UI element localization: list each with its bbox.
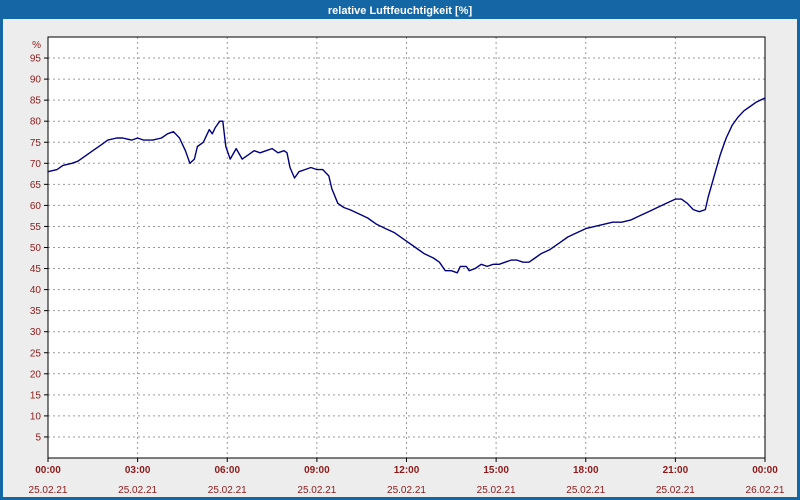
svg-text:30: 30	[30, 327, 42, 338]
svg-text:90: 90	[30, 75, 42, 86]
svg-text:25.02.21: 25.02.21	[566, 485, 605, 496]
svg-text:25.02.21: 25.02.21	[208, 485, 247, 496]
svg-text:00:00: 00:00	[752, 465, 778, 476]
svg-text:45: 45	[30, 264, 42, 275]
svg-text:25.02.21: 25.02.21	[118, 485, 157, 496]
svg-text:65: 65	[30, 180, 42, 191]
window-titlebar: relative Luftfeuchtigkeit [%]	[3, 3, 797, 19]
svg-text:00:00: 00:00	[35, 465, 61, 476]
humidity-line-chart: 5 10 15 20 25 30 35 40 45 50 55 60 65 70 75 80 85 90 95% 00…	[29, 36, 785, 496]
svg-text:40: 40	[30, 285, 42, 296]
tick-marks	[44, 57, 766, 462]
svg-text:25: 25	[30, 348, 42, 359]
chart-area: 5 10 15 20 25 30 35 40 45 50 55 60 65 70 75 80 85 90 95% 00…	[3, 19, 797, 497]
svg-text:20: 20	[30, 369, 42, 380]
svg-text:85: 85	[30, 96, 42, 107]
svg-text:5: 5	[35, 432, 41, 443]
svg-text:25.02.21: 25.02.21	[477, 485, 516, 496]
svg-text:70: 70	[30, 159, 42, 170]
svg-text:09:00: 09:00	[304, 465, 330, 476]
svg-text:60: 60	[30, 201, 42, 212]
svg-text:21:00: 21:00	[663, 465, 689, 476]
svg-text:35: 35	[30, 306, 42, 317]
x-axis-labels: 00:00 25.02.21 03:00 25.02.21 06:00 25.02.21 0…	[29, 465, 785, 496]
svg-text:25.02.21: 25.02.21	[387, 485, 426, 496]
svg-text:15:00: 15:00	[483, 465, 509, 476]
svg-text:15: 15	[30, 390, 42, 401]
svg-text:25.02.21: 25.02.21	[656, 485, 695, 496]
svg-text:25.02.21: 25.02.21	[29, 485, 68, 496]
svg-text:95: 95	[30, 54, 42, 65]
svg-text:80: 80	[30, 117, 42, 128]
gridlines	[48, 37, 765, 458]
svg-text:06:00: 06:00	[214, 465, 240, 476]
svg-text:55: 55	[30, 222, 42, 233]
svg-text:18:00: 18:00	[573, 465, 599, 476]
window-title: relative Luftfeuchtigkeit [%]	[327, 5, 473, 17]
svg-text:75: 75	[30, 138, 42, 149]
svg-text:26.02.21: 26.02.21	[746, 485, 785, 496]
svg-text:50: 50	[30, 243, 42, 254]
svg-text:03:00: 03:00	[125, 465, 151, 476]
svg-text:10: 10	[30, 411, 42, 422]
svg-text:25.02.21: 25.02.21	[297, 485, 336, 496]
series-line	[47, 97, 766, 274]
y-axis-unit: %	[32, 40, 41, 51]
svg-text:12:00: 12:00	[394, 465, 420, 476]
y-axis-labels: 5 10 15 20 25 30 35 40 45 50 55 60 65 70 75 80 85 90 95%	[30, 40, 42, 443]
